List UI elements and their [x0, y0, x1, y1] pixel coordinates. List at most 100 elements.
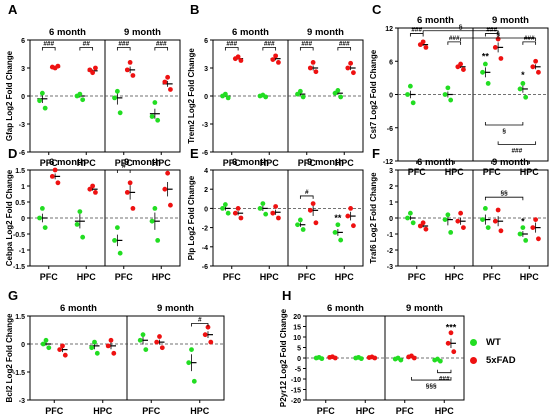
panel-b-fad-point — [351, 70, 356, 76]
panel-h-ytick-label: 10 — [293, 335, 301, 342]
panel-d-wt-point — [114, 225, 120, 231]
panel-e-ytick-label: -2 — [202, 226, 208, 233]
panel-d-xtick-label: HPC — [77, 272, 97, 282]
panel-f-star-label: * — [521, 216, 525, 226]
panel-g-wt-point — [143, 347, 149, 352]
panel-a-sig-bracket — [79, 47, 94, 51]
panel-e-wt-point — [338, 237, 344, 243]
panel-b-time-label: 9 month — [307, 27, 344, 38]
panel-d-ytick-label: -1.5 — [13, 264, 25, 271]
panel-c-sig-bracket — [484, 33, 499, 37]
panel-a-xtick-label: PFC — [115, 158, 134, 168]
panel-e-wt-point — [220, 206, 225, 211]
panel-g-wt-point — [140, 332, 146, 338]
panel-f-fad-point — [420, 220, 426, 226]
panel-f-fad-point — [455, 218, 461, 224]
panel-g-fad-point — [105, 343, 111, 349]
panel-c-between-label: ### — [511, 147, 522, 154]
panel-b-fad-point — [348, 60, 354, 66]
panel-g-wt-point — [189, 347, 194, 352]
panel-b-wt-point — [225, 95, 231, 101]
panel-h-ytick-label: -20 — [291, 398, 301, 405]
panel-h-time-label: 6 month — [327, 303, 364, 314]
panel-g-fad-point — [154, 339, 160, 345]
panel-a-ytick-label: 3 — [21, 66, 25, 73]
panel-d-fad-point — [127, 180, 133, 186]
panel-b-sig-bracket — [262, 47, 277, 51]
panel-e-time-label: 6 month — [232, 157, 269, 168]
panel-c-fad-point — [461, 67, 466, 72]
panel-e-wt-point — [300, 227, 306, 232]
panel-e-wt-point — [332, 230, 338, 235]
panel-a-wt-point — [149, 114, 155, 119]
panel-f-fad-point — [417, 223, 423, 229]
panel-h-letter: H — [282, 288, 291, 303]
panel-b-ytick-label: -3 — [202, 122, 208, 129]
panel-c-time-label: 6 month — [417, 15, 454, 26]
panel-b-wt-point — [338, 94, 344, 100]
panel-b-fad-point — [307, 65, 313, 71]
panel-c-wt-point — [482, 61, 488, 67]
panel-d-wt-point — [149, 218, 155, 224]
panel-h-wt-point — [398, 357, 404, 363]
panel-b-fad-point — [270, 57, 276, 62]
panel-h-fad-point — [445, 340, 451, 346]
panel-e-time-label: 9 month — [307, 157, 344, 168]
panel-f-wt-point — [407, 210, 413, 216]
panel-g-wt-point — [186, 360, 192, 366]
panel-b-wt-point — [300, 94, 306, 100]
panel-g-fad-point — [205, 324, 211, 330]
panel-d-wt-point — [155, 238, 161, 243]
panel-d-fad-point — [165, 170, 171, 176]
panel-h-fad-point — [372, 355, 378, 361]
panel-a-time-label: 6 month — [49, 27, 86, 38]
panel-h-ytick-label: -15 — [291, 388, 301, 395]
panel-e-wt-point — [297, 217, 303, 223]
panel-c-sig-bracket — [522, 41, 537, 45]
panel-a-sig-bracket — [41, 47, 56, 51]
panel-c-sig-bracket — [447, 41, 462, 45]
panel-b-fad-point — [276, 60, 281, 65]
panel-a-wt-point — [80, 97, 86, 103]
panel-g-wt-point — [92, 339, 97, 345]
panel-d-ytick-label: -0.5 — [13, 232, 25, 239]
panel-c-sig-bracket — [409, 33, 424, 37]
panel-h-between-bracket — [437, 369, 452, 374]
panel-g-wt-point — [43, 337, 49, 343]
panel-a-fad-point — [124, 67, 130, 73]
panel-a-wt-point — [114, 88, 120, 94]
panel-a-xtick-label: PFC — [40, 158, 59, 168]
panel-e-ytick-label: -6 — [202, 264, 208, 271]
panel-f-fad-point — [461, 225, 466, 231]
panel-d-wt-point — [42, 225, 48, 231]
panel-a-ylabel: Gfap Log2 Fold Change — [5, 50, 14, 141]
panel-h-fad-point — [448, 330, 454, 336]
panel-h-ytick-label: 20 — [293, 314, 301, 321]
panel-a-xtick-label: HPC — [152, 158, 172, 168]
panel-c-ylabel: Cst7 Log2 Fold Change — [369, 49, 378, 139]
panel-e-sig-label: # — [305, 189, 309, 196]
panel-c-between-label: § — [496, 31, 500, 38]
legend-item-5xfad: 5xFAD — [470, 351, 548, 369]
panel-c-between-bracket — [484, 121, 524, 126]
panel-f-fad-point — [533, 217, 539, 223]
panel-f-ylabel: Traf6 Log2 Fold Change — [369, 172, 378, 264]
panel-a-wt-point — [77, 91, 83, 97]
panel-d-letter: D — [8, 146, 17, 161]
panel-e-wt-point — [335, 222, 341, 228]
panel-d-fad-point — [124, 190, 130, 195]
panel-f-wt-point — [485, 225, 491, 231]
panel-d-wt-point — [77, 209, 83, 215]
panel-a-fad-point — [168, 87, 173, 92]
panel-d-wt-point — [80, 234, 86, 240]
panel-e-sig-bracket — [299, 195, 314, 199]
panel-e-fad-point — [351, 223, 356, 229]
panel-c-wt-point — [485, 81, 491, 86]
panel-c-wt-point — [520, 81, 526, 86]
panel-b-time-label: 6 month — [232, 27, 269, 38]
panel-f-time-label: 9 month — [492, 157, 529, 168]
panel-c-sig-label: ### — [411, 27, 422, 34]
panel-c-sig-label: ### — [449, 35, 460, 42]
panel-g-xtick-label: HPC — [93, 406, 113, 416]
panel-d-wt-point — [74, 222, 80, 227]
